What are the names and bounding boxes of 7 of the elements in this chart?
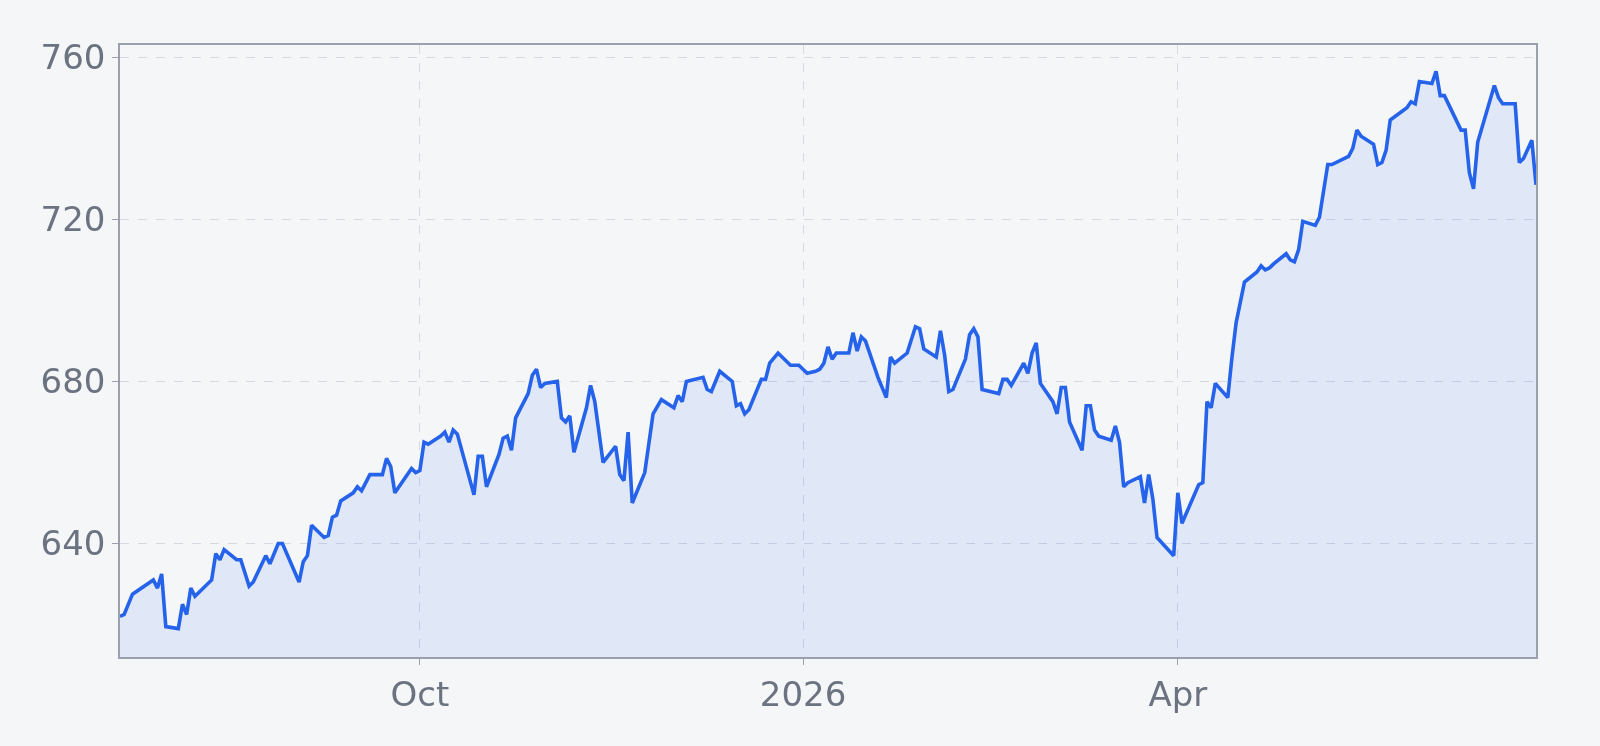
y-tick-label: 640 xyxy=(40,523,106,564)
y-tick-label: 720 xyxy=(40,199,106,240)
x-tick-label: Oct xyxy=(390,673,450,714)
x-tick-label: Apr xyxy=(1148,673,1208,714)
y-tick-label: 760 xyxy=(40,37,106,78)
y-tick-label: 680 xyxy=(40,361,106,402)
x-tick-label: 2026 xyxy=(759,673,847,714)
